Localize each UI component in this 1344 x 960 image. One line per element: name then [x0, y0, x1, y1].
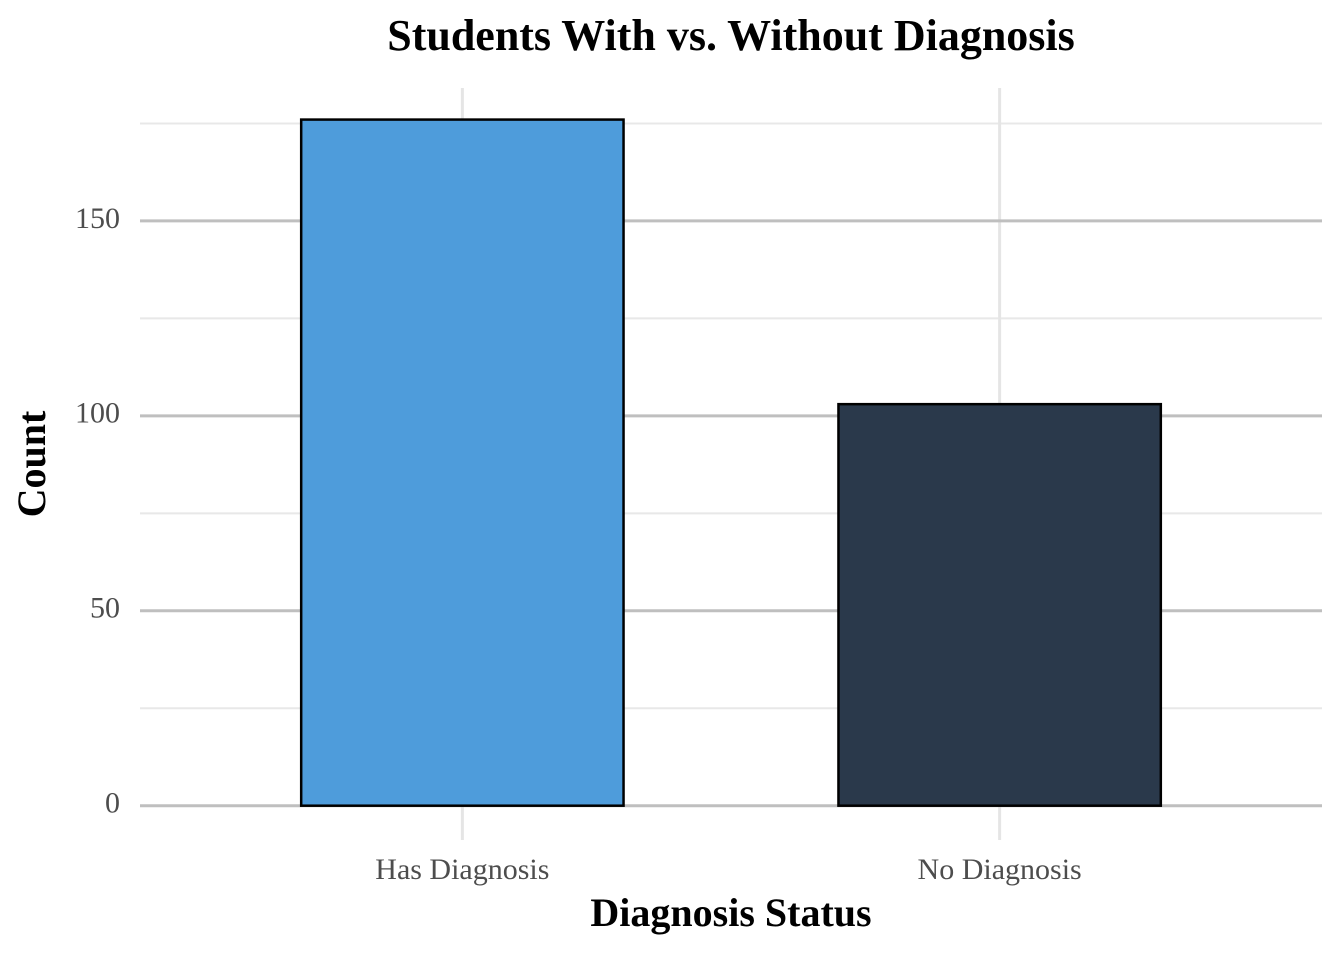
bar: [299, 118, 625, 807]
y-tick-label: 50: [90, 592, 120, 625]
x-tick-label: Has Diagnosis: [375, 853, 549, 886]
bars: [299, 118, 1163, 807]
y-tick-label: 100: [75, 397, 120, 430]
y-axis-title: Count: [9, 410, 54, 517]
y-tick-label: 0: [105, 787, 120, 820]
bar: [837, 402, 1163, 807]
x-tick-label: No Diagnosis: [918, 853, 1082, 886]
chart-title: Students With vs. Without Diagnosis: [387, 11, 1075, 60]
y-tick-label: 150: [75, 202, 120, 235]
x-axis-title: Diagnosis Status: [590, 890, 871, 935]
